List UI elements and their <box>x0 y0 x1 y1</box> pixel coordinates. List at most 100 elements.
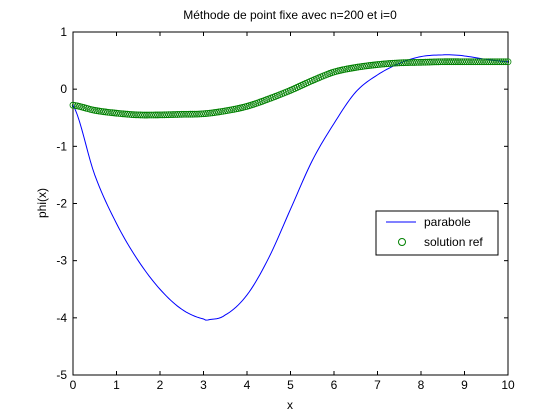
data-point-solution-ref <box>347 64 355 72</box>
data-point-solution-ref <box>365 62 373 69</box>
data-point-solution-ref <box>465 58 473 66</box>
x-tick-label: 10 <box>501 378 515 392</box>
data-point-solution-ref <box>163 111 170 119</box>
data-point-solution-ref <box>426 58 434 66</box>
data-point-solution-ref <box>437 58 444 66</box>
data-point-solution-ref <box>97 107 105 115</box>
data-point-solution-ref <box>217 108 225 116</box>
data-point-solution-ref <box>489 58 497 66</box>
data-point-solution-ref <box>461 58 468 66</box>
data-point-solution-ref <box>187 110 194 118</box>
legend-box <box>375 210 499 256</box>
data-point-solution-ref <box>121 110 129 118</box>
legend-label-parabole: parabole <box>424 215 471 229</box>
data-point-solution-ref <box>441 58 449 66</box>
data-point-solution-ref <box>445 58 453 66</box>
data-point-solution-ref <box>476 58 484 66</box>
data-point-solution-ref <box>160 111 168 119</box>
x-tick-label: 4 <box>244 378 251 392</box>
data-point-solution-ref <box>156 111 164 119</box>
data-point-solution-ref <box>485 58 492 66</box>
y-tick-label: 1 <box>60 25 67 39</box>
y-tick-label: -5 <box>56 368 67 382</box>
data-point-solution-ref <box>350 64 357 72</box>
data-point-solution-ref <box>202 110 210 117</box>
data-point-solution-ref <box>143 111 151 119</box>
data-point-solution-ref <box>448 58 455 66</box>
y-axis-label: phi(x) <box>35 188 49 218</box>
plot-area <box>72 31 509 376</box>
data-point-solution-ref <box>443 58 451 66</box>
data-point-solution-ref <box>408 59 416 66</box>
data-point-solution-ref <box>458 58 466 66</box>
data-point-solution-ref <box>393 59 401 67</box>
data-point-solution-ref <box>169 111 177 118</box>
data-point-solution-ref <box>104 108 112 116</box>
data-point-solution-ref <box>434 58 442 66</box>
data-point-solution-ref <box>395 59 403 67</box>
data-point-solution-ref <box>173 111 181 118</box>
data-point-solution-ref <box>413 58 421 66</box>
x-axis-label: x <box>287 398 293 412</box>
data-point-solution-ref <box>145 111 153 119</box>
data-point-solution-ref <box>374 61 381 68</box>
data-point-solution-ref <box>137 111 144 119</box>
data-point-solution-ref <box>363 62 371 70</box>
data-point-solution-ref <box>467 58 475 66</box>
data-point-solution-ref <box>406 59 414 66</box>
data-point-solution-ref <box>219 107 227 115</box>
data-point-solution-ref <box>141 111 149 119</box>
x-tick-label: 5 <box>287 378 294 392</box>
data-point-solution-ref <box>356 63 364 71</box>
data-point-solution-ref <box>69 101 77 109</box>
data-point-solution-ref <box>106 109 114 116</box>
data-point-solution-ref <box>452 58 460 66</box>
data-point-solution-ref <box>463 58 471 66</box>
data-point-solution-ref <box>424 58 431 66</box>
data-point-solution-ref <box>361 62 368 70</box>
data-point-solution-ref <box>382 60 390 68</box>
data-point-solution-ref <box>480 58 488 66</box>
y-tick-label: -3 <box>56 254 67 268</box>
data-point-solution-ref <box>158 111 166 119</box>
series-markers-solution-ref <box>69 58 512 119</box>
data-point-solution-ref <box>195 110 203 118</box>
data-point-solution-ref <box>428 58 436 66</box>
data-point-solution-ref <box>193 110 201 118</box>
data-point-solution-ref <box>391 59 399 67</box>
data-point-solution-ref <box>224 107 231 114</box>
data-point-solution-ref <box>102 108 110 116</box>
data-point-solution-ref <box>471 58 479 66</box>
data-point-solution-ref <box>206 109 214 117</box>
data-point-solution-ref <box>178 110 186 118</box>
x-tick-label: 7 <box>374 378 381 392</box>
data-point-solution-ref <box>191 110 199 118</box>
data-point-solution-ref <box>200 110 207 118</box>
x-tick-label: 9 <box>461 378 468 392</box>
data-point-solution-ref <box>369 61 377 69</box>
data-point-solution-ref <box>171 111 179 118</box>
data-point-solution-ref <box>500 58 508 66</box>
data-point-solution-ref <box>454 58 462 66</box>
data-point-solution-ref <box>478 58 486 66</box>
data-point-solution-ref <box>384 60 392 67</box>
data-point-solution-ref <box>498 58 505 66</box>
data-point-solution-ref <box>91 106 99 114</box>
x-tick-label: 0 <box>70 378 77 392</box>
data-point-solution-ref <box>371 61 379 69</box>
data-point-solution-ref <box>213 108 220 116</box>
data-point-solution-ref <box>417 58 425 66</box>
data-point-solution-ref <box>411 59 418 66</box>
data-point-solution-ref <box>152 111 160 119</box>
data-point-solution-ref <box>119 110 127 118</box>
data-point-solution-ref <box>432 58 440 66</box>
data-point-solution-ref <box>502 58 510 66</box>
data-point-solution-ref <box>419 58 427 66</box>
x-tick-label: 3 <box>200 378 207 392</box>
x-tick-label: 6 <box>331 378 338 392</box>
data-point-solution-ref <box>167 111 175 119</box>
data-point-solution-ref <box>354 63 362 71</box>
data-point-solution-ref <box>184 110 192 118</box>
